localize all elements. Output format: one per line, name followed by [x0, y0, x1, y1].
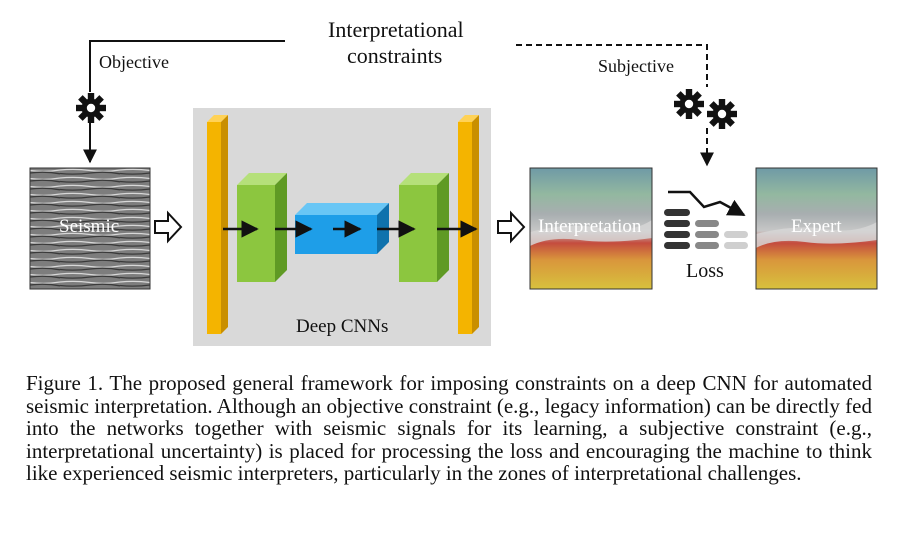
constraints-title-line1: Interpretational — [328, 17, 464, 42]
objective-connector — [89, 40, 285, 92]
framework-diagram: Interpretational constraints Objective S… — [29, 17, 878, 346]
flow-arrow-in — [154, 210, 183, 244]
constraints-title-line2: constraints — [347, 43, 443, 68]
loss-label: Loss — [686, 260, 724, 282]
input-layer — [207, 115, 228, 334]
interpretation-image — [529, 167, 653, 290]
decoder-block — [399, 173, 449, 282]
loss-bars-icon — [664, 190, 748, 249]
flow-arrow-out — [497, 210, 526, 244]
seismic-image — [29, 167, 151, 290]
subjective-connector — [516, 44, 708, 87]
output-layer — [458, 115, 479, 334]
figure-caption: Figure 1. The proposed general framework… — [26, 371, 872, 485]
expert-label: Expert — [791, 216, 842, 237]
gear-icon — [76, 93, 106, 123]
objective-label: Objective — [99, 52, 169, 72]
subjective-label: Subjective — [598, 56, 674, 76]
network-label: Deep CNNs — [296, 316, 389, 337]
encoder-block — [237, 173, 287, 282]
seismic-label: Seismic — [59, 216, 120, 237]
double-gear-icon — [674, 89, 737, 129]
expert-image — [755, 167, 878, 290]
interpretation-label: Interpretation — [538, 216, 642, 237]
